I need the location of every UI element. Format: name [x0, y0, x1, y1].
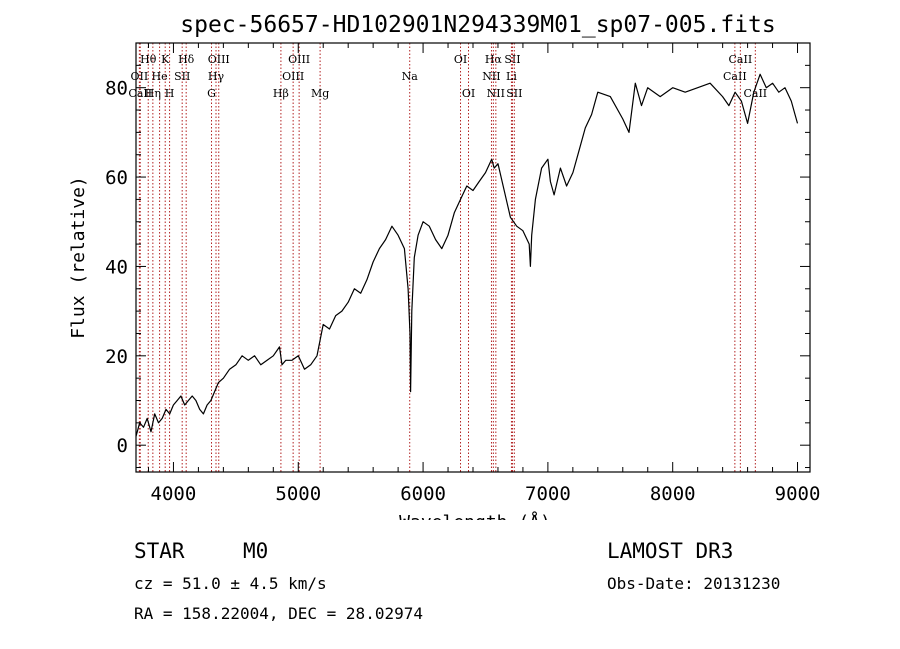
- marker-label: He: [152, 70, 168, 83]
- obs-date: Obs-Date: 20131230: [607, 574, 781, 593]
- marker-label: OI: [454, 53, 467, 66]
- marker-label: Mg: [311, 87, 329, 100]
- marker-label: CaII: [743, 87, 767, 100]
- marker-label: H: [165, 87, 175, 100]
- marker-label: OIII: [282, 70, 304, 83]
- marker-label: SII: [504, 53, 520, 66]
- y-tick-label: 0: [117, 435, 128, 457]
- marker-label: Na: [402, 70, 419, 83]
- marker-label: CaII: [723, 70, 747, 83]
- marker-label: OI: [462, 87, 475, 100]
- chart-title: spec-56657-HD102901N294339M01_sp07-005.f…: [180, 12, 775, 38]
- marker-label: CaII: [729, 53, 753, 66]
- marker-label: Hθ: [140, 53, 157, 66]
- y-tick-label: 20: [105, 346, 128, 368]
- marker-label: NII: [482, 70, 500, 83]
- x-tick-label: 7000: [525, 483, 571, 505]
- marker-label: OII: [131, 70, 149, 83]
- marker-label: OIII: [288, 53, 310, 66]
- spectrum-line: [135, 73, 799, 437]
- coordinates: RA = 158.22004, DEC = 28.02974: [134, 604, 423, 623]
- marker-label: NII: [487, 87, 505, 100]
- subclass: M0: [243, 539, 269, 563]
- marker-label: SII: [174, 70, 190, 83]
- redshift-text: cz = 51.0 ± 4.5 km/s: [134, 574, 327, 593]
- plot-frame: [135, 42, 811, 473]
- x-tick-label: 4000: [151, 483, 197, 505]
- x-axis-label: Wavelength (Å): [399, 511, 551, 520]
- marker-label: SII: [506, 87, 522, 100]
- x-tick-label: 6000: [400, 483, 446, 505]
- x-tick-label: 8000: [650, 483, 696, 505]
- x-tick-label: 5000: [275, 483, 321, 505]
- marker-label: Hα: [485, 53, 503, 66]
- marker-label: Hγ: [208, 70, 225, 83]
- x-tick-label: 9000: [775, 483, 821, 505]
- y-axis-label: Flux (relative): [68, 176, 89, 339]
- marker-label: Li: [506, 70, 517, 83]
- survey-label: LAMOST DR3: [607, 539, 734, 563]
- y-tick-label: 80: [105, 78, 128, 100]
- marker-label: OIII: [208, 53, 230, 66]
- marker-label: CaII: [128, 87, 152, 100]
- marker-label: Hδ: [178, 53, 195, 66]
- y-tick-label: 60: [105, 167, 128, 189]
- spectrum-plot: Hθ OII CaII K He Hη H SII Hδ OIII Hγ G Hβ OIII OIII Mg N…: [68, 12, 821, 520]
- y-tick-label: 40: [105, 256, 128, 278]
- object-class: STAR: [134, 539, 185, 563]
- marker-label: K: [161, 53, 170, 66]
- marker-label: Hη: [145, 87, 161, 100]
- marker-label: Hβ: [273, 87, 289, 100]
- marker-label: G: [207, 87, 216, 100]
